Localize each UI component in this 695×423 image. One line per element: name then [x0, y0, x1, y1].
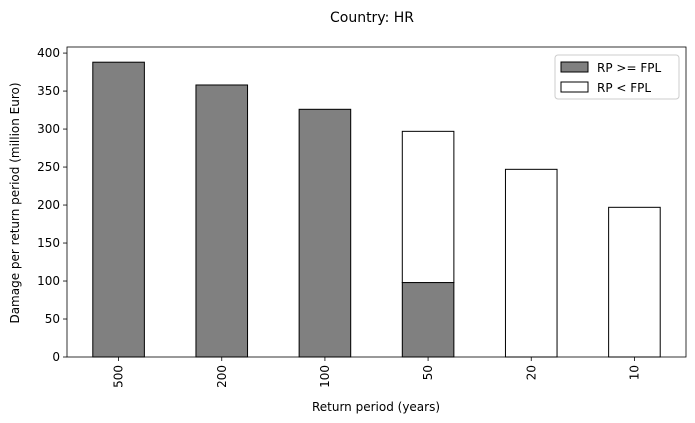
x-tick-label: 10	[627, 365, 641, 380]
y-tick-label: 300	[37, 122, 60, 136]
x-tick-label: 500	[112, 365, 126, 388]
y-tick-label: 350	[37, 84, 60, 98]
x-tick-label: 20	[524, 365, 538, 380]
bar-100-series-0	[298, 108, 352, 358]
bar-10-series-1	[608, 206, 661, 358]
x-axis-label: Return period (years)	[312, 400, 440, 414]
bars-group	[92, 61, 661, 358]
bar-200-series-0	[195, 84, 249, 358]
legend-label-1: RP < FPL	[597, 81, 651, 95]
y-tick-label: 0	[52, 350, 60, 364]
legend: RP >= FPL RP < FPL	[554, 54, 680, 100]
x-tick-label: 100	[318, 365, 332, 388]
y-tick-label: 400	[37, 46, 60, 60]
y-axis-label: Damage per return period (million Euro)	[8, 82, 22, 323]
bar-50-series-1	[401, 130, 455, 284]
axes-group: 0 50 100 150 200 250 300 350 400 500 200 100 50 20 10	[37, 46, 687, 388]
y-tick-label: 100	[37, 274, 60, 288]
y-tick-label: 50	[45, 312, 60, 326]
legend-label-0: RP >= FPL	[597, 61, 661, 75]
bar-500-series-0	[92, 61, 145, 358]
bar-20-series-1	[504, 168, 558, 358]
bar-50-series-0	[401, 282, 455, 358]
chart-title: Country: HR	[330, 10, 414, 26]
y-tick-label: 150	[37, 236, 60, 250]
y-tick-label: 200	[37, 198, 60, 212]
legend-swatch-1	[560, 81, 589, 93]
legend-swatch-0	[560, 61, 589, 73]
x-tick-label: 200	[215, 365, 229, 388]
y-tick-label: 250	[37, 160, 60, 174]
plot-frame	[66, 46, 687, 358]
x-tick-label: 50	[421, 365, 435, 380]
